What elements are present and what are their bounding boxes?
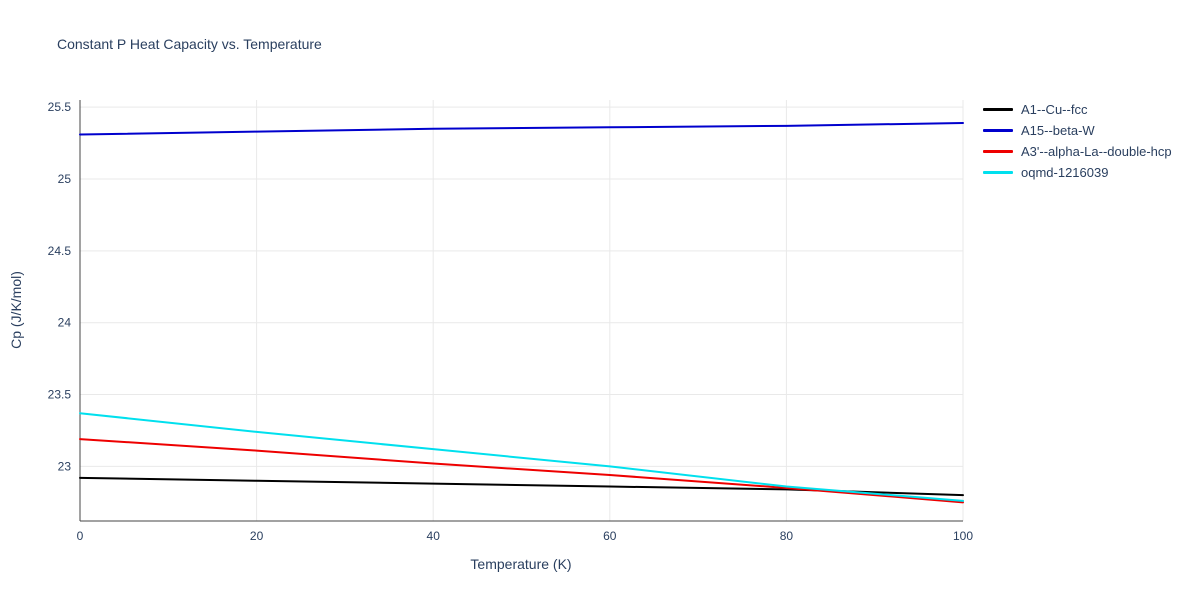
chart-title: Constant P Heat Capacity vs. Temperature bbox=[57, 36, 322, 52]
legend-label: oqmd-1216039 bbox=[1021, 165, 1109, 180]
legend-line-swatch bbox=[983, 150, 1013, 153]
y-tick-label: 24 bbox=[58, 316, 72, 330]
y-tick-label: 25 bbox=[58, 172, 72, 186]
series-line-2 bbox=[79, 438, 964, 504]
y-tick-label: 24.5 bbox=[48, 244, 72, 258]
y-tick-label: 23.5 bbox=[48, 388, 72, 402]
legend-label: A15--beta-W bbox=[1021, 123, 1095, 138]
series-line-0 bbox=[79, 476, 964, 497]
series-line-3 bbox=[79, 412, 964, 502]
legend-label: A1--Cu--fcc bbox=[1021, 102, 1088, 117]
legend-line-swatch bbox=[983, 129, 1013, 132]
x-tick-label: 20 bbox=[250, 529, 264, 543]
legend-item[interactable]: A15--beta-W bbox=[983, 123, 1172, 138]
legend-item[interactable]: A1--Cu--fcc bbox=[983, 102, 1172, 117]
x-tick-label: 80 bbox=[780, 529, 794, 543]
legend-line-swatch bbox=[983, 171, 1013, 174]
x-axis-label: Temperature (K) bbox=[470, 556, 572, 572]
legend-item[interactable]: oqmd-1216039 bbox=[983, 165, 1172, 180]
y-axis-label: Cp (J/K/mol) bbox=[8, 271, 24, 349]
legend-label: A3'--alpha-La--double-hcp bbox=[1021, 144, 1172, 159]
legend-line-swatch bbox=[983, 108, 1013, 111]
y-tick-label: 25.5 bbox=[48, 100, 72, 114]
x-tick-label: 40 bbox=[427, 529, 441, 543]
legend: A1--Cu--fcc A15--beta-W A3'--alpha-La--dou… bbox=[983, 102, 1172, 180]
x-tick-label: 100 bbox=[953, 529, 973, 543]
x-tick-label: 60 bbox=[603, 529, 617, 543]
legend-item[interactable]: A3'--alpha-La--double-hcp bbox=[983, 144, 1172, 159]
y-tick-label: 23 bbox=[58, 459, 72, 473]
x-tick-label: 0 bbox=[77, 529, 84, 543]
series-line-1 bbox=[79, 121, 964, 136]
